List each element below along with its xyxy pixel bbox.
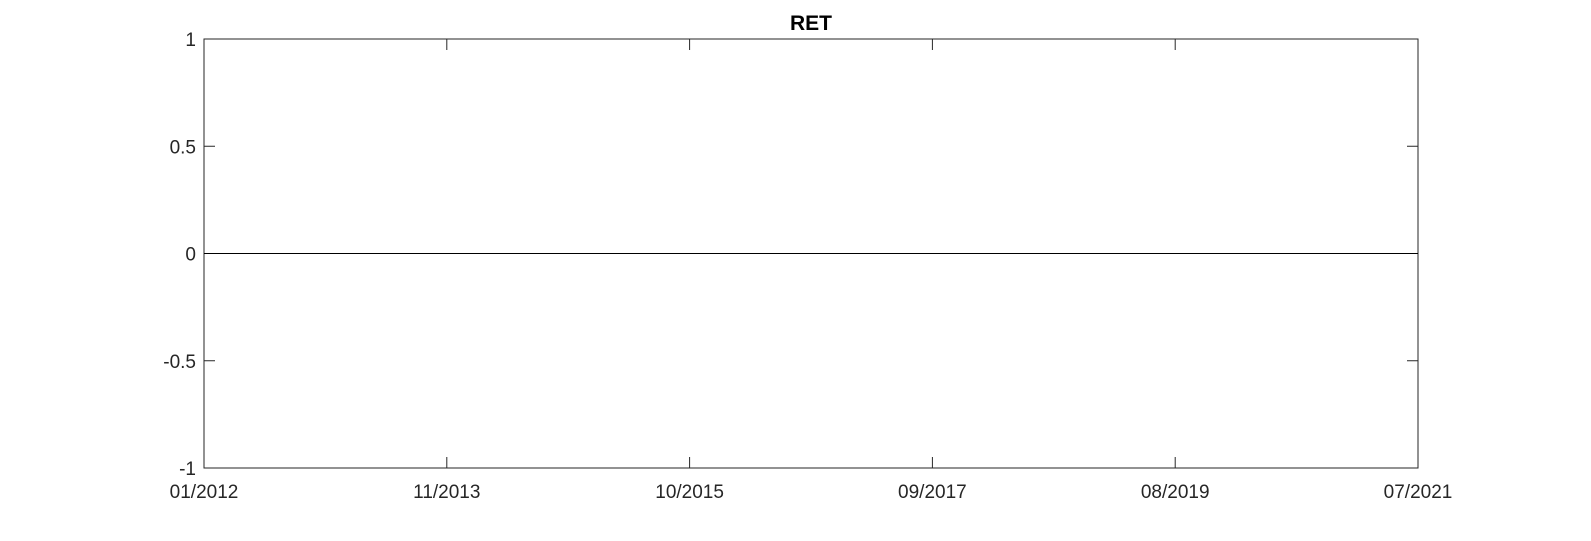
y-tick-label: -0.5 (163, 352, 196, 373)
chart-title: RET (790, 12, 832, 35)
x-tick-label: 01/2012 (170, 482, 239, 503)
x-tick-label: 07/2021 (1384, 482, 1453, 503)
x-tick-label: 08/2019 (1141, 482, 1210, 503)
x-tick-label: 11/2013 (413, 482, 480, 503)
x-tick-label: 09/2017 (898, 482, 967, 503)
y-tick-label: 1 (185, 30, 196, 51)
y-tick-label: 0 (185, 245, 196, 266)
x-tick-label: 10/2015 (655, 482, 724, 503)
y-axis: 1 0.5 0 -0.5 -1 (163, 30, 1418, 480)
y-tick-label: -1 (179, 459, 196, 480)
y-tick-label: 0.5 (170, 137, 196, 158)
x-axis: 01/2012 11/2013 10/2015 09/2017 08/2019 07/20… (170, 39, 1453, 503)
